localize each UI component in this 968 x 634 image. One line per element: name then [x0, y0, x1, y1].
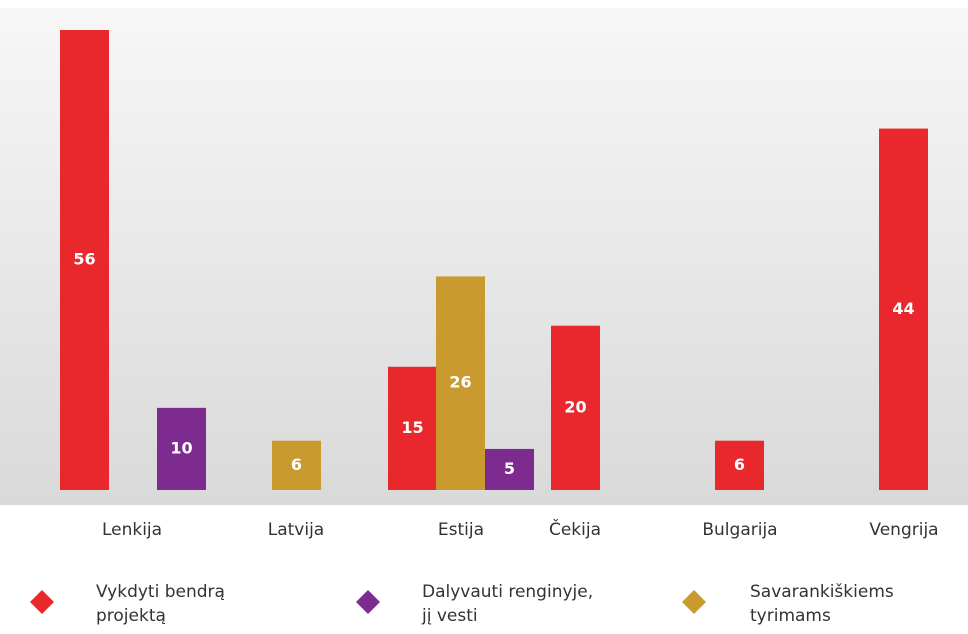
legend-swatch — [682, 590, 706, 614]
bar — [157, 407, 206, 490]
x-tick-label: Estija — [438, 520, 484, 540]
data-label: 5 — [504, 459, 515, 478]
data-label: 15 — [401, 418, 423, 437]
legend-label: Vykdyti bendrą projektą — [96, 582, 225, 626]
bar — [388, 366, 437, 490]
data-label: 6 — [291, 455, 302, 474]
x-tick-label: Lenkija — [102, 520, 162, 540]
x-tick-label: Vengrija — [869, 520, 938, 540]
data-label: 20 — [564, 397, 586, 416]
bar — [60, 30, 109, 490]
data-label: 10 — [170, 438, 192, 457]
bar — [272, 440, 321, 490]
x-tick-label: Latvija — [268, 520, 324, 540]
data-label: 26 — [449, 373, 471, 392]
bar — [879, 128, 928, 491]
x-tick-label: Čekija — [549, 518, 601, 540]
legend-label: Dalyvauti renginyje, jį vesti — [422, 582, 594, 626]
x-tick-label: Bulgarija — [702, 520, 777, 540]
legend-swatch — [356, 590, 380, 614]
bar — [485, 448, 534, 490]
bar — [436, 276, 485, 490]
bar — [551, 325, 600, 490]
data-label: 44 — [892, 299, 914, 318]
data-label: 56 — [73, 250, 95, 269]
legend-label: Savarankiškiems tyrimams — [750, 582, 894, 626]
legend-swatch — [30, 590, 54, 614]
bar — [715, 440, 764, 490]
data-label: 6 — [734, 455, 745, 474]
